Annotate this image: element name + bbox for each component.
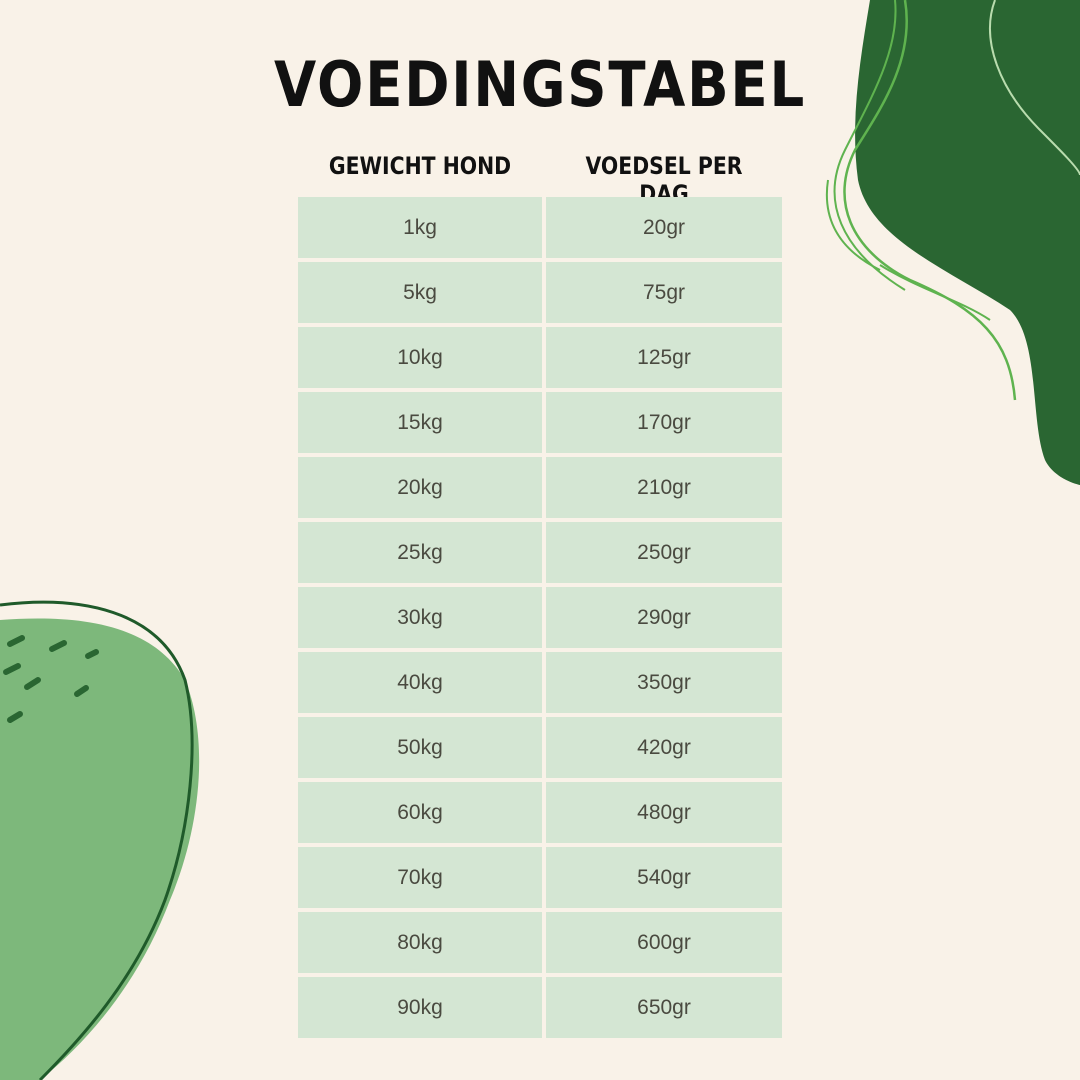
light-green-line [843, 0, 1017, 401]
weight-cell: 50kg [298, 717, 542, 778]
food-cell: 540gr [546, 847, 782, 908]
weight-cell: 30kg [298, 587, 542, 648]
weight-cell: 1kg [298, 197, 542, 258]
food-cell: 170gr [546, 392, 782, 453]
table-row: 50kg 420gr [298, 717, 782, 778]
weight-cell: 5kg [298, 262, 542, 323]
table-row: 20kg 210gr [298, 457, 782, 518]
food-cell: 20gr [546, 197, 782, 258]
table-row: 90kg 650gr [298, 977, 782, 1038]
weight-cell: 15kg [298, 392, 542, 453]
food-cell: 75gr [546, 262, 782, 323]
food-cell: 600gr [546, 912, 782, 973]
weight-cell: 40kg [298, 652, 542, 713]
weight-cell: 10kg [298, 327, 542, 388]
blob-outline-line [989, 0, 1080, 176]
table-row: 80kg 600gr [298, 912, 782, 973]
blob-outline [0, 600, 194, 1080]
dash-marks [3, 635, 99, 723]
table-row: 70kg 540gr [298, 847, 782, 908]
food-cell: 420gr [546, 717, 782, 778]
food-cell: 650gr [546, 977, 782, 1038]
food-cell: 480gr [546, 782, 782, 843]
table-row: 5kg 75gr [298, 262, 782, 323]
weight-cell: 70kg [298, 847, 542, 908]
table-row: 25kg 250gr [298, 522, 782, 583]
weight-cell: 20kg [298, 457, 542, 518]
food-cell: 210gr [546, 457, 782, 518]
food-cell: 250gr [546, 522, 782, 583]
light-green-line [833, 0, 906, 291]
table-row: 15kg 170gr [298, 392, 782, 453]
weight-cell: 25kg [298, 522, 542, 583]
weight-cell: 90kg [298, 977, 542, 1038]
food-cell: 125gr [546, 327, 782, 388]
dark-green-blob [855, 0, 1080, 485]
table-row: 1kg 20gr [298, 197, 782, 258]
light-green-line [825, 179, 881, 271]
column-header-weight: GEWICHT HOND [328, 152, 512, 180]
weight-cell: 60kg [298, 782, 542, 843]
medium-green-blob [0, 618, 200, 1080]
table-row: 10kg 125gr [298, 327, 782, 388]
food-cell: 350gr [546, 652, 782, 713]
weight-cell: 80kg [298, 912, 542, 973]
food-cell: 290gr [546, 587, 782, 648]
table-row: 40kg 350gr [298, 652, 782, 713]
page-title: VOEDINGSTABEL [274, 48, 806, 121]
light-green-line [879, 264, 991, 321]
feeding-table: 1kg 20gr 5kg 75gr 10kg 125gr 15kg 170gr 20kg 210g… [298, 197, 782, 1042]
table-row: 60kg 480gr [298, 782, 782, 843]
table-row: 30kg 290gr [298, 587, 782, 648]
